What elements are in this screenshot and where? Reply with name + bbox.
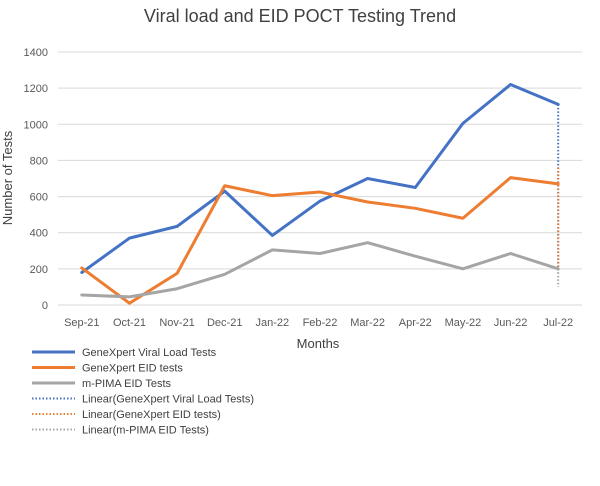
series-lines bbox=[80, 83, 560, 305]
x-tick-label: Feb-22 bbox=[303, 317, 338, 329]
legend-label: Linear(GeneXpert Viral Load Tests) bbox=[82, 394, 254, 406]
legend-label: Linear(m-PIMA EID Tests) bbox=[82, 425, 209, 437]
x-tick-label: Dec-21 bbox=[207, 317, 242, 329]
y-tick-label: 0 bbox=[42, 300, 48, 312]
x-tick-label: May-22 bbox=[445, 317, 482, 329]
y-tick-label: 1200 bbox=[24, 83, 48, 95]
y-tick-label: 1000 bbox=[24, 119, 48, 131]
x-axis-label: Months bbox=[297, 336, 340, 351]
x-tick-label: Nov-21 bbox=[159, 317, 194, 329]
y-tick-label: 200 bbox=[30, 264, 48, 276]
y-tick-labels: 0 200 400 600 800 1000 1200 1400 bbox=[24, 47, 48, 312]
x-tick-label: Sep-21 bbox=[64, 317, 99, 329]
legend-label: Linear(GeneXpert EID tests) bbox=[82, 409, 221, 421]
x-tick-label: Jan-22 bbox=[256, 317, 290, 329]
x-tick-label: Mar-22 bbox=[350, 317, 385, 329]
x-tick-label: Apr-22 bbox=[399, 317, 432, 329]
y-tick-label: 1400 bbox=[24, 47, 48, 59]
legend: GeneXpert Viral Load Tests GeneXpert EID … bbox=[32, 347, 254, 437]
legend-label: m-PIMA EID Tests bbox=[82, 378, 172, 390]
legend-label: GeneXpert Viral Load Tests bbox=[82, 347, 217, 359]
x-tick-labels: Sep-21 Oct-21 Nov-21 Dec-21 Jan-22 Feb-22 Mar-… bbox=[64, 317, 573, 329]
y-tick-label: 800 bbox=[30, 155, 48, 167]
y-axis-label: Number of Tests bbox=[0, 130, 15, 225]
series-line bbox=[80, 176, 560, 305]
series-line bbox=[80, 83, 560, 274]
y-tick-label: 600 bbox=[30, 192, 48, 204]
series-line bbox=[80, 241, 560, 299]
y-tick-label: 400 bbox=[30, 228, 48, 240]
x-tick-label: Oct-21 bbox=[113, 317, 146, 329]
legend-label: GeneXpert EID tests bbox=[82, 363, 183, 375]
x-tick-label: Jul-22 bbox=[543, 317, 573, 329]
x-tick-label: Jun-22 bbox=[494, 317, 528, 329]
chart-title: Viral load and EID POCT Testing Trend bbox=[144, 6, 456, 26]
